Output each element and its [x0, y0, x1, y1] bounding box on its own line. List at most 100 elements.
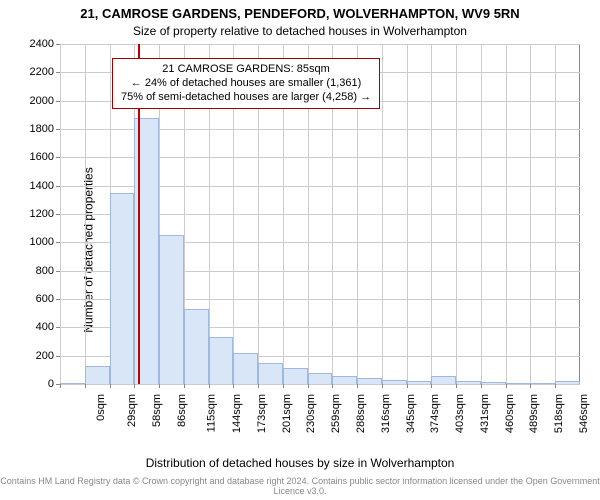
y-tick-label: 2400 — [30, 38, 54, 50]
histogram-bar — [407, 381, 432, 384]
histogram-bar — [555, 381, 580, 384]
attribution-text: Contains HM Land Registry data © Crown c… — [0, 476, 600, 496]
gridline-v — [530, 44, 531, 384]
gridline-h — [60, 384, 580, 385]
x-tick-mark — [85, 384, 86, 388]
y-tick-label: 400 — [36, 321, 54, 333]
y-tick-label: 1800 — [30, 123, 54, 135]
gridline-v — [555, 44, 556, 384]
x-tick-label: 86sqm — [176, 394, 188, 427]
x-tick-mark — [357, 384, 358, 388]
y-tick-label: 2000 — [30, 95, 54, 107]
histogram-bar — [357, 378, 382, 384]
title-line-2: Size of property relative to detached ho… — [0, 24, 600, 38]
x-tick-label: 29sqm — [126, 394, 138, 427]
gridline-v — [506, 44, 507, 384]
x-tick-mark — [481, 384, 482, 388]
x-tick-mark — [456, 384, 457, 388]
x-tick-mark — [184, 384, 185, 388]
x-tick-label: 259sqm — [330, 394, 342, 433]
x-tick-label: 173sqm — [256, 394, 268, 433]
x-tick-mark — [407, 384, 408, 388]
x-tick-label: 115sqm — [206, 394, 218, 432]
x-tick-mark — [233, 384, 234, 388]
y-tick-label: 600 — [36, 293, 54, 305]
x-tick-label: 518sqm — [553, 394, 565, 433]
gridline-v — [382, 44, 383, 384]
x-tick-mark — [283, 384, 284, 388]
histogram-bar — [431, 376, 456, 385]
histogram-bar — [233, 353, 258, 384]
y-tick-mark — [56, 129, 60, 130]
x-tick-mark — [110, 384, 111, 388]
histogram-bar — [60, 383, 85, 384]
x-tick-mark — [209, 384, 210, 388]
histogram-bar — [332, 376, 357, 385]
x-tick-mark — [159, 384, 160, 388]
y-tick-mark — [56, 271, 60, 272]
x-tick-label: 230sqm — [306, 394, 318, 433]
histogram-bar — [110, 193, 135, 384]
chart-container: 21, CAMROSE GARDENS, PENDEFORD, WOLVERHA… — [0, 0, 600, 500]
x-tick-mark — [258, 384, 259, 388]
y-tick-label: 800 — [36, 265, 54, 277]
histogram-bar — [456, 381, 481, 384]
y-tick-label: 200 — [36, 350, 54, 362]
y-tick-mark — [56, 214, 60, 215]
gridline-v — [431, 44, 432, 384]
x-tick-label: 489sqm — [528, 394, 540, 433]
y-tick-mark — [56, 101, 60, 102]
x-tick-mark — [134, 384, 135, 388]
x-axis-label: Distribution of detached houses by size … — [0, 456, 600, 470]
y-tick-label: 0 — [48, 378, 54, 390]
annotation-line-2: ← 24% of detached houses are smaller (1,… — [121, 77, 371, 91]
x-tick-label: 58sqm — [151, 394, 163, 427]
x-tick-label: 144sqm — [231, 394, 243, 433]
gridline-v — [60, 44, 61, 384]
y-tick-mark — [56, 44, 60, 45]
histogram-bar — [283, 368, 308, 384]
x-tick-label: 201sqm — [281, 394, 293, 433]
title-line-1: 21, CAMROSE GARDENS, PENDEFORD, WOLVERHA… — [0, 6, 600, 21]
gridline-v — [481, 44, 482, 384]
gridline-v — [407, 44, 408, 384]
y-tick-mark — [56, 157, 60, 158]
x-tick-mark — [332, 384, 333, 388]
histogram-bar — [184, 309, 209, 384]
x-tick-label: 345sqm — [405, 394, 417, 433]
annotation-line-3: 75% of semi-detached houses are larger (… — [121, 91, 371, 105]
histogram-bar — [209, 337, 234, 384]
y-tick-mark — [56, 72, 60, 73]
histogram-bar — [258, 363, 283, 384]
x-tick-label: 460sqm — [504, 394, 516, 433]
annotation-box: 21 CAMROSE GARDENS: 85sqm ← 24% of detac… — [112, 58, 380, 109]
x-tick-mark — [308, 384, 309, 388]
y-tick-mark — [56, 356, 60, 357]
y-tick-mark — [56, 299, 60, 300]
x-tick-mark — [382, 384, 383, 388]
y-tick-label: 1400 — [30, 180, 54, 192]
gridline-v — [456, 44, 457, 384]
y-tick-mark — [56, 242, 60, 243]
x-tick-label: 546sqm — [578, 394, 590, 433]
x-tick-mark — [530, 384, 531, 388]
histogram-bar — [530, 383, 555, 384]
histogram-bar — [159, 235, 184, 384]
gridline-v — [85, 44, 86, 384]
x-tick-label: 374sqm — [429, 394, 441, 433]
x-tick-label: 316sqm — [380, 394, 392, 433]
x-tick-label: 288sqm — [355, 394, 367, 433]
y-tick-label: 1600 — [30, 151, 54, 163]
y-tick-label: 2200 — [30, 66, 54, 78]
histogram-bar — [308, 373, 333, 384]
x-tick-mark — [506, 384, 507, 388]
x-tick-label: 0sqm — [95, 394, 107, 421]
x-tick-label: 431sqm — [479, 394, 491, 433]
histogram-bar — [85, 366, 110, 384]
x-tick-mark — [431, 384, 432, 388]
histogram-bar — [382, 380, 407, 384]
x-tick-mark — [555, 384, 556, 388]
x-tick-label: 403sqm — [454, 394, 466, 433]
annotation-line-1: 21 CAMROSE GARDENS: 85sqm — [121, 63, 371, 77]
y-tick-mark — [56, 186, 60, 187]
